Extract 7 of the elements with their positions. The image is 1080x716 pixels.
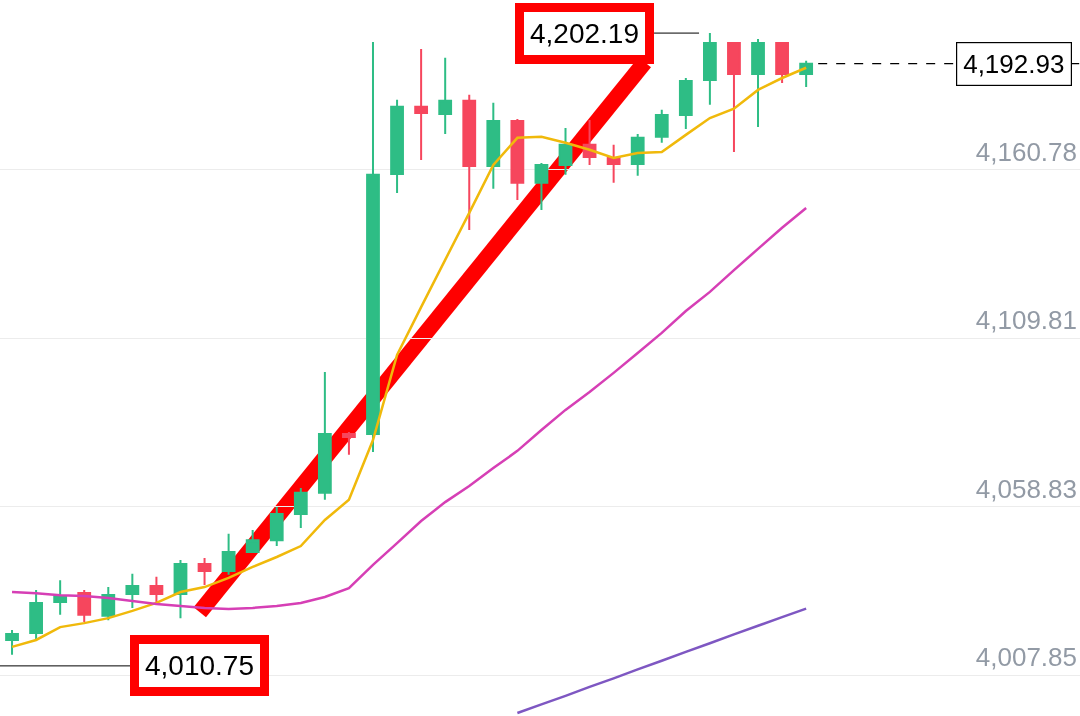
- y-tick-label: 4,058.83: [975, 473, 1077, 504]
- annotation: 4,010.75: [145, 650, 254, 681]
- y-tick-label: 4,160.78: [975, 136, 1077, 167]
- ref-line-label: 4,192.93: [963, 49, 1065, 80]
- y-tick-label: 4,109.81: [975, 305, 1077, 336]
- annotation: 4,202.19: [530, 18, 639, 49]
- y-tick-label: 4,007.85: [975, 642, 1077, 673]
